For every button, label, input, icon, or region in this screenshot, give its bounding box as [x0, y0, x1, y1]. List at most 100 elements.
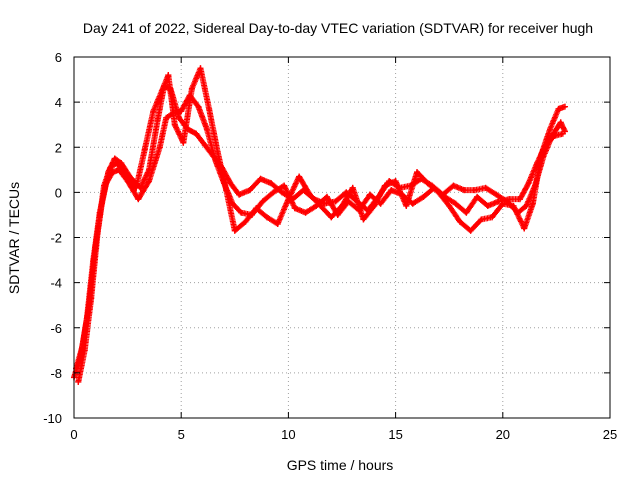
data-point: [113, 160, 120, 167]
data-point: [206, 105, 213, 112]
data-point: [323, 193, 330, 200]
data-point: [246, 187, 253, 194]
data-point: [525, 180, 532, 187]
data-point: [201, 141, 208, 148]
data-point: [424, 180, 431, 187]
data-point: [257, 175, 264, 182]
y-tick-label: 4: [55, 95, 62, 110]
y-tick-label: -2: [50, 231, 62, 246]
data-layer: [71, 65, 568, 385]
data-point: [467, 227, 474, 234]
data-point: [236, 191, 243, 198]
data-point: [493, 191, 500, 198]
data-point: [371, 202, 378, 209]
series-trace-3: [75, 65, 568, 385]
data-point: [521, 225, 528, 232]
data-point: [510, 202, 517, 209]
data-point: [259, 198, 266, 205]
data-point: [223, 187, 230, 194]
y-axis-label: SDTVAR / TECUs: [6, 182, 22, 294]
data-point: [332, 198, 339, 205]
data-point: [349, 184, 356, 191]
data-point: [561, 103, 568, 110]
data-point: [317, 202, 324, 209]
y-tick-label: -10: [43, 411, 62, 426]
data-point: [285, 196, 292, 203]
y-tick-label: 0: [55, 185, 62, 200]
data-point: [188, 85, 195, 92]
tick-labels: 0 5 10 15 20 25 -10 -8 -6 -4 -2 0 2 4 6: [43, 50, 617, 442]
data-point: [328, 214, 335, 221]
data-point: [81, 347, 88, 354]
data-point: [203, 126, 210, 133]
x-axis-label: GPS time / hours: [287, 457, 394, 473]
y-tick-label: -4: [50, 276, 62, 291]
tick-marks: [73, 56, 611, 419]
data-point: [557, 119, 564, 126]
data-point: [306, 191, 313, 198]
data-point: [281, 182, 288, 189]
data-point: [291, 205, 298, 212]
x-tick-label: 20: [496, 427, 510, 442]
data-point: [242, 218, 249, 225]
data-point: [484, 202, 491, 209]
data-point: [146, 166, 153, 173]
data-point: [163, 114, 170, 121]
data-point: [296, 173, 303, 180]
data-point: [499, 200, 506, 207]
data-point: [270, 189, 277, 196]
data-point: [409, 200, 416, 207]
data-point: [274, 220, 281, 227]
x-tick-label: 5: [178, 427, 185, 442]
data-point: [388, 187, 395, 194]
data-point: [146, 178, 153, 185]
data-point: [197, 65, 204, 72]
data-point: [456, 218, 463, 225]
data-point: [529, 200, 536, 207]
data-point: [523, 202, 530, 209]
data-point: [94, 229, 101, 236]
data-point: [268, 180, 275, 187]
data-point: [446, 202, 453, 209]
data-point: [471, 187, 478, 194]
y-tick-label: -6: [50, 321, 62, 336]
data-point: [195, 103, 202, 110]
data-point: [495, 198, 502, 205]
data-point: [392, 178, 399, 185]
data-point: [141, 146, 148, 153]
y-tick-label: 2: [55, 140, 62, 155]
data-point: [165, 72, 172, 79]
x-tick-label: 10: [281, 427, 295, 442]
data-point: [253, 205, 260, 212]
data-point: [478, 216, 485, 223]
data-point: [555, 105, 562, 112]
data-point: [463, 209, 470, 216]
data-point: [214, 148, 221, 155]
data-point: [227, 180, 234, 187]
data-point: [193, 130, 200, 137]
data-point: [263, 214, 270, 221]
data-point: [101, 182, 108, 189]
data-point: [88, 295, 95, 302]
data-point: [435, 189, 442, 196]
data-point: [482, 184, 489, 191]
data-point: [420, 193, 427, 200]
data-point: [302, 209, 309, 216]
data-point: [122, 171, 129, 178]
data-point: [546, 126, 553, 133]
grid: [74, 57, 610, 418]
data-point: [210, 153, 217, 160]
data-point: [538, 151, 545, 158]
data-point: [489, 214, 496, 221]
data-point: [231, 227, 238, 234]
data-point: [321, 200, 328, 207]
data-point: [135, 196, 142, 203]
data-point: [381, 182, 388, 189]
data-point: [75, 378, 82, 385]
data-point: [156, 144, 163, 151]
data-point: [154, 117, 161, 124]
x-tick-label: 15: [388, 427, 402, 442]
data-point: [176, 114, 183, 121]
